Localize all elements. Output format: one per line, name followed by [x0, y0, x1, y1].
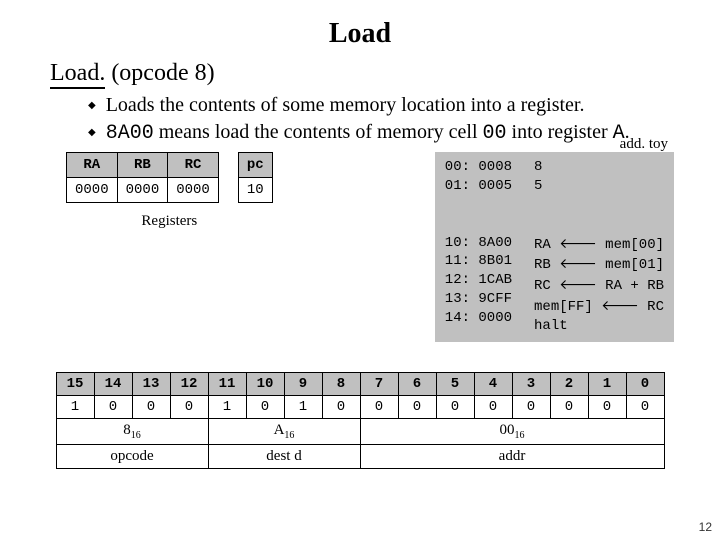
program-label: add. toy [620, 134, 668, 154]
reg-value: 0000 [168, 178, 219, 203]
program-col-desc: 8 5 RA 🡐 mem[00] RB 🡐 mem[01] RC 🡐 RA + … [534, 158, 664, 336]
subtitle-rest: (opcode 8) [105, 60, 214, 86]
bit-label-row: opcode dest d addr [56, 445, 664, 469]
reg-value: 0000 [117, 178, 168, 203]
page-number: 12 [699, 520, 712, 534]
bullet-item: 8A00 means load the contents of memory c… [88, 120, 680, 146]
program-box: add. toy 00: 0008 01: 0005 10: 8A00 11: … [435, 152, 674, 342]
reg-value: 10 [238, 178, 272, 203]
reg-header: RA [67, 153, 118, 178]
bit-hex-row: 816 A16 0016 [56, 419, 664, 445]
program-col-addr: 00: 0008 01: 0005 10: 8A00 11: 8B01 12: … [445, 158, 512, 336]
bit-index-row: 15141312 111098 7654 3210 [56, 373, 664, 396]
bit-table: 15141312 111098 7654 3210 1000 1010 0000… [56, 372, 665, 469]
reg-header: RB [117, 153, 168, 178]
subtitle-underlined: Load. [50, 60, 105, 89]
bit-value-row: 1000 1010 0000 0000 [56, 396, 664, 419]
registers-block: RA RB RC pc 0000 0000 0000 10 Registers [66, 152, 273, 230]
registers-caption: Registers [66, 213, 273, 230]
registers-table: RA RB RC pc 0000 0000 0000 10 [66, 152, 273, 203]
bullet-list: Loads the contents of some memory locati… [88, 93, 680, 146]
slide-title: Load [40, 18, 680, 50]
reg-value: 0000 [67, 178, 118, 203]
reg-header: RC [168, 153, 219, 178]
slide-subtitle: Load. (opcode 8) [50, 60, 680, 87]
bullet-item: Loads the contents of some memory locati… [88, 93, 680, 118]
reg-header: pc [238, 153, 272, 178]
